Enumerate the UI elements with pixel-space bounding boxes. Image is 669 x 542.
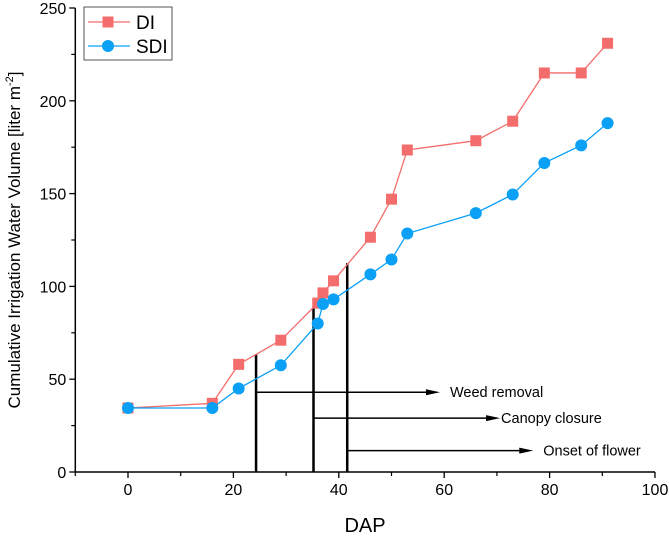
arrow-head-icon bbox=[486, 415, 501, 422]
arrow-head-icon bbox=[519, 447, 534, 454]
legend-marker-di bbox=[102, 16, 114, 28]
data-point-sdi bbox=[311, 317, 324, 330]
x-tick-label: 0 bbox=[124, 482, 133, 499]
arrow-head-icon bbox=[425, 389, 440, 396]
series-line-sdi bbox=[128, 122, 608, 409]
series-line-di bbox=[127, 42, 609, 409]
axes: 0 20 40 60 80 100 0 50 100 150 200 250 bbox=[40, 1, 669, 499]
data-point-sdi bbox=[469, 207, 482, 220]
annotations: Weed removal Canopy closure Onset of flowe… bbox=[254, 263, 641, 472]
y-tick-label: 100 bbox=[40, 279, 67, 296]
data-point-di bbox=[364, 231, 376, 243]
y-tick-label: 200 bbox=[40, 94, 67, 111]
data-point-di bbox=[317, 287, 329, 299]
data-point-sdi bbox=[601, 117, 614, 130]
y-tick-label: 250 bbox=[40, 1, 67, 18]
x-axis-label: DAP bbox=[344, 515, 385, 537]
data-point-di bbox=[233, 358, 245, 370]
data-point-sdi bbox=[206, 401, 219, 414]
x-tick-label: 40 bbox=[330, 482, 348, 499]
y-tick-label: 150 bbox=[40, 187, 67, 204]
data-point-sdi bbox=[327, 293, 340, 306]
data-point-di bbox=[575, 67, 587, 79]
y-axis-label: Cumulative Irrigation Water Volume [lite… bbox=[4, 72, 24, 409]
data-point-di bbox=[328, 275, 340, 287]
legend: DI SDI bbox=[83, 6, 173, 61]
data-point-sdi bbox=[506, 188, 519, 201]
legend-label-di: DI bbox=[136, 13, 155, 34]
data-point-sdi bbox=[274, 359, 287, 372]
y-tick-label: 50 bbox=[49, 372, 67, 389]
event-label: Weed removal bbox=[450, 385, 543, 401]
event-label: Onset of flower bbox=[543, 444, 641, 460]
legend-label-sdi: SDI bbox=[136, 37, 168, 58]
data-point-di bbox=[470, 135, 482, 147]
data-point-sdi bbox=[232, 382, 245, 395]
data-point-di bbox=[602, 37, 614, 49]
data-point-di bbox=[386, 193, 397, 205]
data-point-di bbox=[507, 115, 519, 127]
data-point-di bbox=[275, 334, 287, 346]
data-point-sdi bbox=[122, 401, 134, 414]
data-point-sdi bbox=[385, 253, 398, 266]
x-tick-label: 80 bbox=[541, 482, 559, 499]
y-tick-label: 0 bbox=[57, 465, 66, 482]
event-label: Canopy closure bbox=[501, 411, 602, 427]
legend-box bbox=[83, 6, 173, 61]
data-point-di bbox=[538, 67, 550, 79]
x-tick-label: 100 bbox=[642, 482, 669, 499]
x-tick-label: 60 bbox=[435, 482, 453, 499]
data-point-sdi bbox=[575, 139, 588, 152]
legend-marker-sdi bbox=[102, 40, 114, 52]
x-tick-label: 20 bbox=[225, 482, 243, 499]
series-group bbox=[122, 37, 614, 414]
data-point-sdi bbox=[316, 298, 329, 311]
data-point-di bbox=[401, 144, 413, 156]
data-point-sdi bbox=[364, 268, 377, 281]
data-point-sdi bbox=[401, 227, 414, 240]
data-point-sdi bbox=[538, 156, 551, 169]
